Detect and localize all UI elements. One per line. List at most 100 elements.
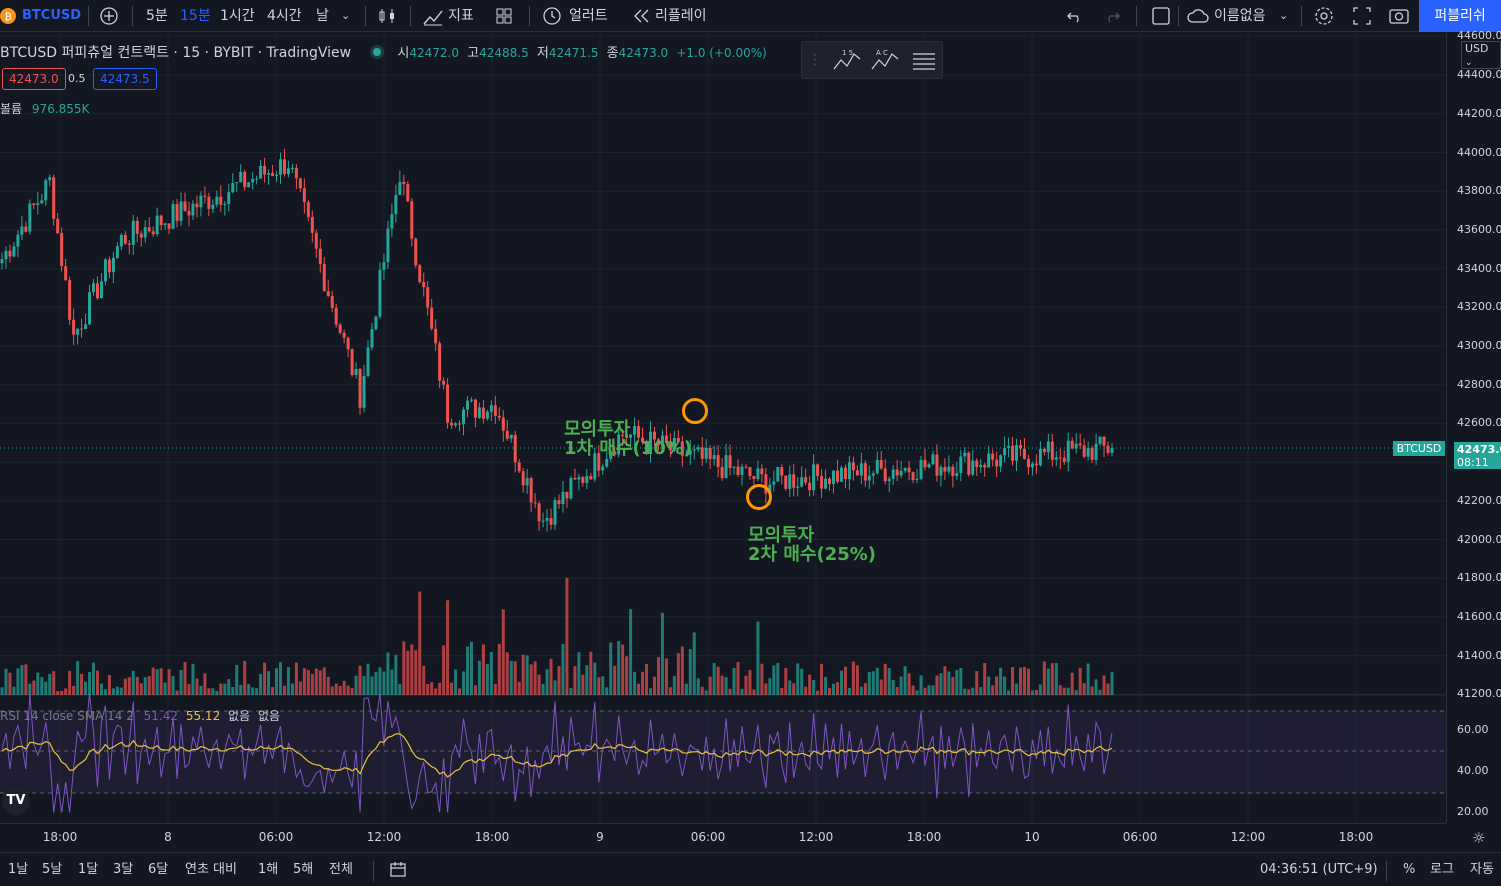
- annotation-second-buy[interactable]: 모의투자 2차 매수(25%): [748, 526, 876, 564]
- candle-body: [1098, 436, 1102, 444]
- candle-body: [748, 467, 752, 477]
- candle-body: [835, 470, 839, 482]
- volume-bar: [183, 662, 187, 695]
- volume-bar: [92, 662, 96, 695]
- time-axis-settings-icon[interactable]: ☼: [1472, 829, 1486, 847]
- candle-body: [863, 463, 867, 481]
- volume-bar: [617, 641, 621, 695]
- candle-body: [648, 431, 652, 452]
- range-all[interactable]: 전체: [329, 862, 353, 877]
- interval-1h[interactable]: 1시간: [220, 8, 255, 24]
- volume-bar: [159, 668, 163, 695]
- range-ytd[interactable]: 연초 대비: [185, 862, 237, 877]
- range-3m[interactable]: 3달: [113, 862, 134, 877]
- volume-bar: [1015, 683, 1019, 695]
- chart-pane[interactable]: [0, 33, 1446, 823]
- candle-body: [1042, 448, 1046, 453]
- candle-body: [318, 248, 322, 264]
- range-5y[interactable]: 5해: [293, 862, 314, 877]
- undo-icon[interactable]: [1066, 0, 1084, 32]
- publish-button[interactable]: 퍼블리쉬: [1419, 0, 1501, 32]
- market-status-icon: [373, 48, 382, 56]
- volume-bar: [139, 683, 143, 695]
- layout-name[interactable]: 이름없음: [1214, 8, 1266, 24]
- price-axis-label: 43800.0: [1457, 184, 1501, 198]
- range-1m[interactable]: 1달: [78, 862, 99, 877]
- candle-body: [625, 434, 629, 438]
- volume-bar: [983, 663, 987, 695]
- settings-gear-icon[interactable]: [1313, 0, 1335, 32]
- range-1y[interactable]: 1해: [258, 862, 279, 877]
- percent-toggle[interactable]: %: [1403, 862, 1416, 877]
- buy-price-badge[interactable]: 42473.5: [93, 68, 157, 90]
- add-symbol-icon[interactable]: [98, 0, 120, 32]
- indicators-button[interactable]: 지표: [448, 8, 474, 24]
- time-axis[interactable]: 18:00 8 06:00 12:00 18:00 9 06:00 12:00 18:00 10 0…: [0, 823, 1446, 851]
- time-axis-label: 12:00: [366, 830, 402, 844]
- interval-4h[interactable]: 4시간: [267, 8, 302, 24]
- candle-body: [875, 459, 879, 474]
- interval-dropdown-icon[interactable]: ⌄: [341, 9, 351, 22]
- candle-body: [549, 518, 553, 525]
- indicators-icon[interactable]: [422, 0, 444, 32]
- replay-button[interactable]: 리플레이: [655, 8, 707, 24]
- menu-lines-icon[interactable]: [910, 48, 938, 74]
- sell-price-badge[interactable]: 42473.0: [2, 68, 66, 90]
- first-buy-marker-circle[interactable]: [682, 398, 708, 424]
- candle-body: [987, 453, 991, 468]
- tradingview-logo-icon[interactable]: TV: [2, 787, 30, 815]
- annotation-first-buy[interactable]: 모의투자 1차 매수(10%): [564, 420, 692, 458]
- camera-icon[interactable]: [1388, 0, 1410, 32]
- candle-body: [1034, 463, 1038, 466]
- pattern-15-icon[interactable]: 1 5: [832, 47, 862, 75]
- templates-icon[interactable]: [494, 0, 514, 32]
- price-axis[interactable]: USD ⌄ 44600.0 44400.0 44200.0 44000.0 43800.…: [1446, 29, 1501, 823]
- goto-date-icon[interactable]: [388, 853, 408, 886]
- layout-dropdown-icon[interactable]: ⌄: [1279, 9, 1289, 22]
- rsi-label[interactable]: RSI 14 close SMA 14 2: [0, 709, 134, 723]
- redo-icon[interactable]: [1103, 0, 1121, 32]
- candle-body: [76, 328, 80, 335]
- alert-icon[interactable]: [541, 0, 563, 32]
- volume-bar: [1011, 667, 1015, 695]
- symbol-search[interactable]: BTCUSD: [22, 8, 82, 23]
- auto-toggle[interactable]: 자동: [1470, 862, 1494, 877]
- candle-body: [1062, 457, 1066, 462]
- range-6m[interactable]: 6달: [148, 862, 169, 877]
- range-1d[interactable]: 1날: [8, 862, 29, 877]
- volume-bar: [99, 683, 103, 695]
- candle-body: [68, 280, 72, 320]
- alert-button[interactable]: 얼러트: [569, 8, 608, 24]
- candle-body: [263, 165, 267, 175]
- layout-icon[interactable]: [1151, 0, 1171, 32]
- log-toggle[interactable]: 로그: [1430, 862, 1454, 877]
- candle-body: [597, 453, 601, 471]
- candles-icon[interactable]: [377, 0, 397, 32]
- candle-body: [410, 201, 414, 239]
- candle-body: [418, 265, 422, 282]
- candlestick-chart[interactable]: [0, 33, 1446, 823]
- range-5d[interactable]: 5날: [42, 862, 63, 877]
- interval-day[interactable]: 날: [316, 8, 329, 24]
- fullscreen-icon[interactable]: [1352, 0, 1372, 32]
- volume-bar: [963, 688, 967, 695]
- candle-body: [561, 491, 565, 505]
- candle-body: [255, 178, 259, 180]
- volume-bar: [847, 687, 851, 695]
- symbol-title[interactable]: BTCUSD 퍼피츄얼 컨트랙트 · 15 · BYBIT · TradingV…: [0, 45, 352, 61]
- volume-bar: [812, 680, 816, 695]
- volume-bar: [585, 665, 589, 695]
- interval-5m[interactable]: 5분: [146, 8, 168, 24]
- drag-handle-icon[interactable]: ⋮: [808, 52, 822, 68]
- replay-icon[interactable]: [632, 0, 650, 32]
- clock-timezone[interactable]: 04:36:51 (UTC+9): [1260, 862, 1378, 877]
- volume-bar: [418, 591, 422, 695]
- volume-bar: [577, 652, 581, 695]
- pattern-abc-icon[interactable]: A C: [870, 47, 900, 75]
- second-buy-marker-circle[interactable]: [746, 484, 772, 510]
- cloud-icon[interactable]: [1186, 0, 1210, 32]
- currency-selector[interactable]: USD ⌄: [1461, 41, 1501, 69]
- time-axis-label: 18:00: [474, 830, 510, 844]
- volume-bar: [485, 664, 489, 695]
- interval-15m[interactable]: 15분: [180, 8, 211, 24]
